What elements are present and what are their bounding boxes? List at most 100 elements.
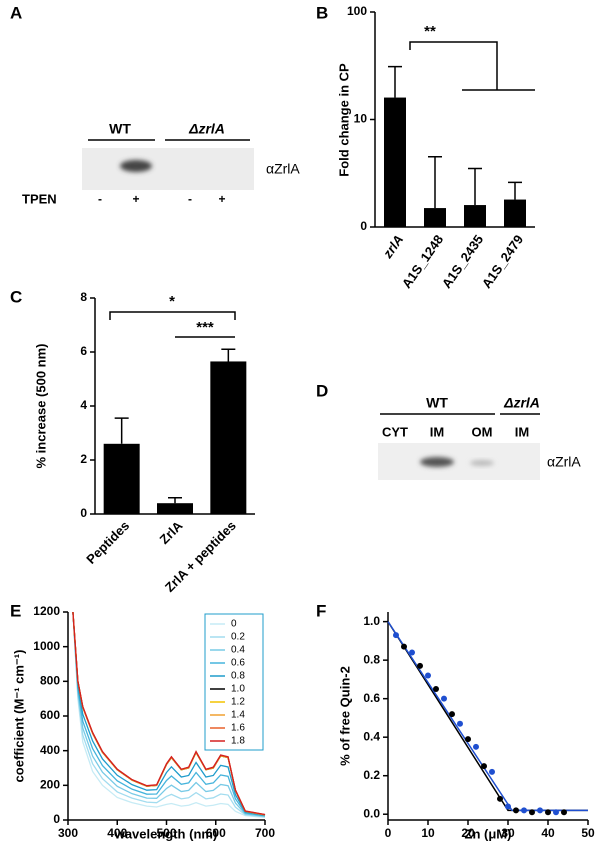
legend-label: 1.6 [231, 723, 245, 734]
legend-label: 1.8 [231, 736, 245, 747]
legend-label: 0.6 [231, 658, 245, 669]
blot [82, 148, 254, 190]
data-point [561, 809, 567, 816]
sign: + [218, 192, 225, 206]
x-tick-label: 40 [541, 826, 555, 840]
y-tick-label: 600 [40, 708, 60, 722]
panel-letter: C [10, 287, 22, 306]
spectrum-line [72, 611, 266, 817]
x-tick-label: zrlA [379, 232, 406, 262]
bar [384, 97, 406, 227]
error-bar [168, 497, 182, 504]
data-point [401, 643, 407, 650]
y-tick-label: 100 [347, 4, 367, 18]
panel-letter: E [10, 601, 21, 620]
bar [103, 443, 140, 514]
spectrum-line [72, 611, 266, 819]
y-tick-label: 200 [40, 778, 60, 792]
legend-label: 1.4 [231, 710, 245, 721]
y-tick-label: 0 [80, 506, 87, 520]
y-axis-label: coefficient (M⁻¹ cm⁻¹) [11, 650, 26, 783]
lane-label: OM [472, 424, 493, 439]
blot-band [120, 160, 152, 172]
data-point [537, 807, 543, 814]
error-bar [428, 156, 442, 209]
bar [464, 205, 486, 227]
y-tick-label: 1.0 [363, 614, 380, 628]
spectrum-line [72, 611, 266, 818]
x-axis-label: Zn (μM) [465, 826, 512, 841]
error-bar [388, 65, 402, 98]
sign: - [98, 192, 102, 206]
y-tick-label: 800 [40, 674, 60, 688]
significance: *** [196, 319, 214, 336]
x-tick-label: 400 [107, 826, 127, 840]
lane-label: IM [430, 424, 444, 439]
x-tick-label: 600 [206, 826, 226, 840]
sign: - [188, 192, 192, 206]
data-point [553, 809, 559, 816]
blot-band [420, 457, 454, 467]
treatment-label: TPEN [22, 191, 57, 206]
y-tick-label: 0.6 [363, 691, 380, 705]
x-axis-label: wavelength (nm) [114, 826, 218, 841]
x-tick-label: 500 [156, 826, 176, 840]
x-tick-label: ZrlA [157, 518, 186, 547]
y-axis-label: % of free Quin-2 [337, 666, 352, 766]
fit-line [387, 621, 588, 812]
y-tick-label: 0.8 [363, 652, 380, 666]
data-point [449, 711, 455, 718]
group-label: ΔzrlA [503, 395, 540, 411]
data-point [489, 768, 495, 775]
group-label: WT [109, 121, 131, 137]
y-tick-label: 6 [80, 344, 87, 358]
x-tick-label: 20 [461, 826, 475, 840]
error-bar [508, 181, 522, 200]
data-point [417, 662, 423, 669]
data-point [481, 763, 487, 770]
legend-label: 0.2 [231, 632, 245, 643]
bar [210, 361, 247, 514]
spectrum-line [72, 611, 266, 816]
spectrum-line [72, 611, 266, 818]
y-tick-label: 1000 [33, 639, 60, 653]
significance: * [169, 293, 175, 310]
data-point [513, 807, 519, 814]
data-point [529, 809, 535, 816]
x-tick-label: 700 [255, 826, 275, 840]
error-bar [114, 417, 129, 444]
bracket [109, 311, 236, 320]
data-point [497, 795, 503, 802]
bar [424, 208, 446, 227]
group-label: ΔzrlA [188, 121, 225, 137]
bar [157, 503, 193, 514]
bracket [409, 41, 535, 91]
x-tick-label: 0 [385, 826, 392, 840]
x-tick-label: Peptides [83, 518, 132, 567]
error-bar [468, 167, 482, 206]
y-tick-label: 0.4 [363, 729, 380, 743]
legend-label: 1.0 [231, 684, 245, 695]
y-tick-label: 0.0 [363, 806, 380, 820]
group-label: WT [426, 395, 448, 411]
error-bar [221, 348, 236, 362]
antibody-label: αZrlA [547, 454, 581, 470]
x-tick-label: 50 [581, 826, 595, 840]
legend-label: 1.2 [231, 697, 245, 708]
legend-label: 0.8 [231, 671, 245, 682]
data-point [521, 807, 527, 814]
y-axis-label: % increase (500 nm) [33, 343, 48, 468]
x-tick-label: 30 [501, 826, 515, 840]
y-axis-label: Fold change in CP [336, 63, 351, 177]
lane-label: CYT [382, 424, 408, 439]
bar [504, 199, 526, 227]
data-point [505, 803, 511, 810]
data-point [409, 649, 415, 656]
y-tick-label: 0 [53, 812, 60, 826]
data-point [441, 695, 447, 702]
panel-letter: A [10, 3, 22, 22]
y-tick-label: 10 [354, 112, 368, 126]
data-point [457, 720, 463, 727]
lane-label: IM [515, 424, 529, 439]
